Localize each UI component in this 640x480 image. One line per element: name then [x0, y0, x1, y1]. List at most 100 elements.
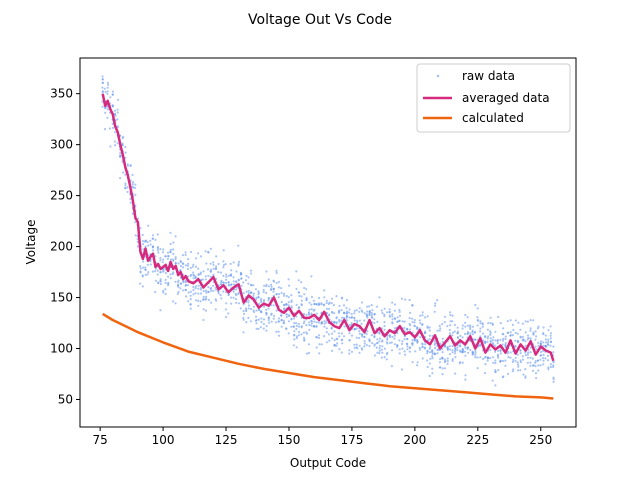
raw-data-point — [516, 353, 519, 356]
raw-data-point — [446, 348, 449, 351]
raw-data-point — [506, 331, 510, 335]
raw-data-point — [174, 257, 177, 261]
raw-data-point — [348, 316, 351, 319]
raw-data-point — [529, 327, 532, 330]
raw-data-point — [466, 347, 469, 350]
raw-data-point — [330, 297, 334, 300]
raw-data-point — [325, 307, 328, 310]
raw-data-point — [106, 116, 109, 119]
raw-data-point — [305, 288, 308, 291]
raw-data-point — [358, 344, 361, 347]
raw-data-point — [489, 356, 492, 360]
raw-data-point — [179, 259, 182, 263]
raw-data-point — [456, 346, 459, 349]
raw-data-point — [464, 325, 467, 328]
calculated-series — [102, 312, 554, 400]
raw-data-point — [509, 334, 512, 337]
raw-data-point — [428, 334, 431, 337]
raw-data-point — [265, 329, 268, 332]
raw-data-point — [310, 312, 313, 315]
raw-data-point — [254, 288, 257, 291]
raw-data-point — [517, 365, 520, 368]
raw-data-point — [456, 326, 459, 329]
raw-data-point — [496, 354, 499, 358]
raw-data-point — [552, 361, 555, 364]
raw-data-point — [325, 321, 328, 324]
raw-data-point — [106, 86, 109, 89]
raw-data-point — [242, 309, 245, 313]
raw-data-point — [408, 350, 411, 353]
raw-data-point — [471, 330, 474, 333]
raw-data-point — [134, 221, 137, 224]
raw-data-point — [411, 317, 414, 320]
raw-data-point — [458, 362, 461, 365]
raw-data-point — [473, 331, 477, 334]
raw-data-point — [302, 322, 305, 325]
raw-data-point — [489, 330, 492, 333]
raw-data-point — [408, 328, 412, 331]
raw-data-point — [315, 346, 318, 349]
raw-data-point — [411, 304, 414, 307]
raw-data-point — [529, 337, 532, 340]
raw-data-point — [476, 367, 479, 370]
raw-data-point — [177, 290, 180, 294]
raw-data-point — [272, 317, 275, 320]
raw-data-point — [245, 321, 248, 324]
raw-data-point — [524, 340, 527, 343]
raw-data-point — [471, 325, 474, 328]
raw-data-point — [345, 319, 348, 322]
raw-data-point — [451, 351, 454, 354]
raw-data-point — [345, 316, 348, 320]
y-tick-label: 50 — [58, 392, 73, 406]
raw-data-point — [486, 337, 489, 340]
raw-data-point — [184, 283, 188, 287]
raw-data-point — [182, 262, 185, 266]
raw-data-point — [172, 241, 175, 244]
raw-data-point — [121, 144, 124, 147]
raw-data-point — [436, 299, 439, 302]
raw-data-point — [487, 335, 490, 338]
raw-data-point — [489, 339, 492, 342]
raw-data-point — [428, 338, 431, 341]
raw-data-point — [235, 298, 238, 301]
raw-data-point — [189, 307, 192, 310]
raw-data-point — [358, 336, 361, 340]
raw-data-point — [303, 336, 306, 339]
raw-data-point — [283, 307, 286, 310]
raw-data-point — [350, 350, 354, 353]
raw-data-point — [237, 244, 240, 247]
raw-data-point — [162, 258, 165, 261]
raw-data-point — [410, 342, 414, 345]
raw-data-point — [542, 359, 545, 362]
raw-data-point — [370, 334, 373, 337]
raw-data-point — [546, 359, 550, 362]
raw-data-point — [187, 258, 190, 261]
raw-data-point — [104, 106, 107, 109]
raw-data-point — [423, 346, 427, 349]
raw-data-point — [252, 292, 255, 295]
raw-data-point — [134, 193, 137, 196]
raw-data-point — [230, 302, 233, 305]
raw-data-point — [502, 337, 505, 340]
raw-data-point — [260, 301, 263, 304]
raw-data-point — [433, 346, 437, 350]
raw-data-point — [534, 365, 537, 368]
raw-data-point — [197, 252, 200, 255]
raw-data-point — [267, 307, 270, 310]
raw-data-point — [313, 308, 316, 311]
raw-data-point — [259, 299, 263, 302]
raw-data-point — [526, 356, 530, 359]
raw-data-point — [132, 186, 135, 189]
raw-data-point — [537, 364, 540, 367]
raw-data-point — [451, 320, 454, 323]
raw-data-point — [267, 318, 270, 322]
raw-data-point — [275, 269, 278, 272]
raw-data-point — [454, 348, 457, 351]
raw-data-point — [250, 272, 253, 275]
raw-data-point — [539, 358, 542, 361]
raw-data-point — [162, 248, 165, 251]
raw-data-point — [504, 344, 507, 347]
raw-data-point — [232, 283, 235, 286]
raw-data-point — [419, 348, 422, 351]
raw-data-point — [325, 331, 328, 334]
